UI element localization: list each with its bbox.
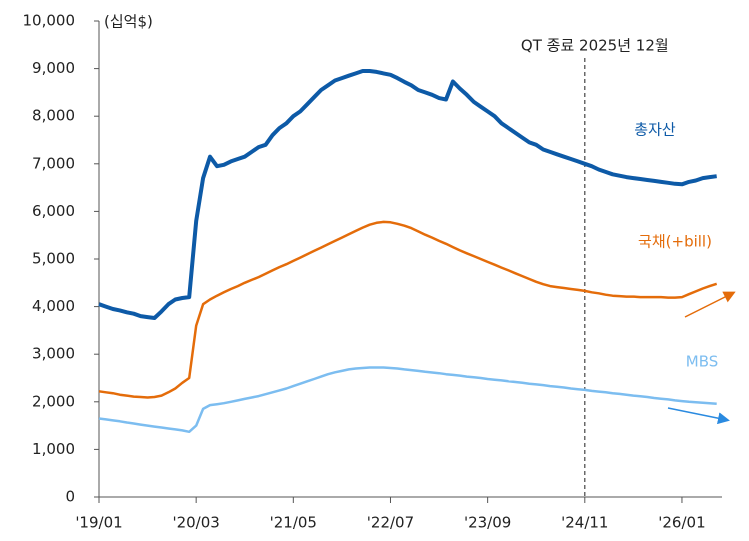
x-tick-label: '24/11 (561, 514, 608, 532)
arrow (667, 407, 730, 425)
y-tick-label: 3,000 (32, 345, 75, 363)
arrow (684, 291, 736, 318)
y-tick-label: 9,000 (32, 59, 75, 77)
x-tick-label: '26/01 (658, 514, 705, 532)
series-line (98, 366, 717, 434)
series-line (98, 220, 718, 399)
x-tick-label: '19/01 (75, 514, 122, 532)
annotation: QT 종료 2025년 12월 (521, 37, 669, 55)
x-tick-label: '20/03 (172, 514, 219, 532)
y-tick-label: 0 (65, 488, 75, 506)
y-tick-label: 10,000 (23, 12, 76, 30)
x-tick-label: '23/09 (464, 514, 511, 532)
y-tick-label: 6,000 (32, 202, 75, 220)
y-tick-label: 8,000 (32, 107, 75, 125)
y-tick-label: 2,000 (32, 392, 75, 410)
y-tick-label: 5,000 (32, 250, 75, 268)
series-label: MBS (686, 353, 719, 371)
x-tick-label: '22/07 (367, 514, 414, 532)
y-tick-label: 7,000 (32, 154, 75, 172)
series-label: 총자산 (634, 121, 676, 139)
x-tick-label: '21/05 (270, 514, 317, 532)
unit-label: (십억$) (104, 13, 153, 31)
series-line (98, 69, 717, 320)
y-tick-label: 4,000 (32, 297, 75, 315)
y-tick-label: 1,000 (32, 440, 75, 458)
series-label: 국채(+bill) (638, 233, 712, 251)
